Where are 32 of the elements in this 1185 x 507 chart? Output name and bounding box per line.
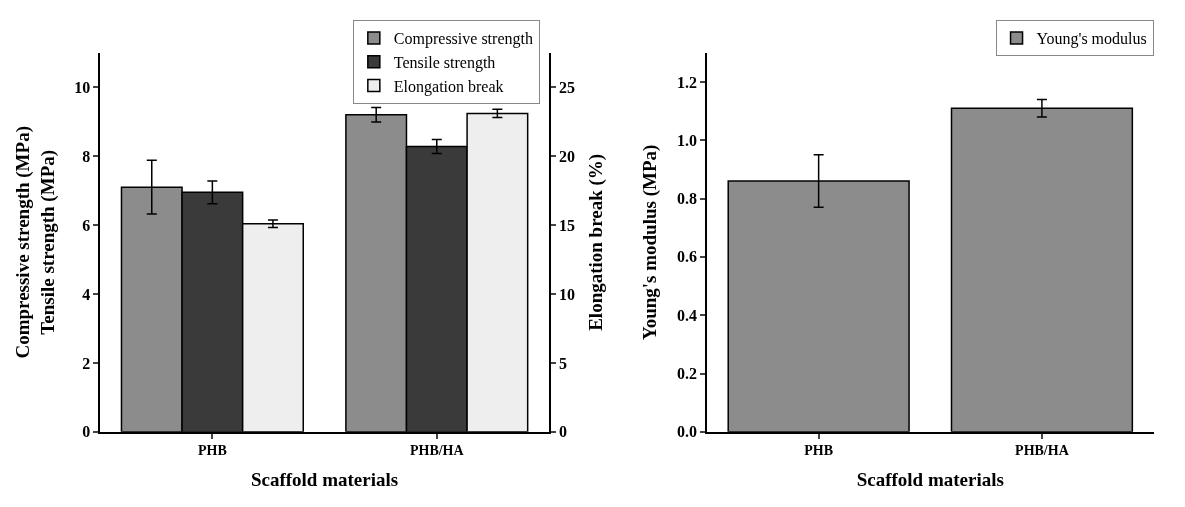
x-axis-title: Scaffold materials [250, 468, 399, 490]
y-tick-label: 0.8 [677, 190, 698, 208]
y2-tick-label: 15 [558, 216, 575, 234]
y-axis-title: Young's modulus (MPa) [639, 144, 662, 340]
x-tick-label: PHB [197, 443, 227, 459]
y-tick-label: 2 [82, 354, 91, 372]
y-tick-label: 1.2 [677, 73, 698, 91]
y-tick-label: 10 [74, 78, 91, 96]
y2-tick-label: 10 [558, 285, 575, 303]
legend-label: Elongation break [393, 77, 504, 96]
x-tick-label: PHB/HA [1015, 443, 1070, 459]
y2-tick-label: 25 [558, 78, 575, 96]
x-tick-label: PHB/HA [409, 443, 465, 459]
y-tick-label: 0.6 [677, 248, 698, 266]
y-tick-label: 8 [82, 147, 91, 165]
legend-label: Compressive strength [393, 30, 533, 49]
y2-axis-title: Elongation break (%) [585, 153, 608, 331]
legend-label: Young's modulus [1036, 30, 1147, 49]
y-tick-label: 0.0 [677, 423, 698, 441]
y-tick-label: 1.0 [677, 131, 698, 149]
y-tick-label: 0 [82, 423, 91, 441]
x-axis-title: Scaffold materials [856, 468, 1004, 490]
y-tick-label: 4 [82, 285, 91, 303]
legend-label: Tensile strength [393, 53, 496, 72]
y-tick-label: 0.2 [677, 365, 698, 383]
x-tick-label: PHB [804, 443, 834, 459]
y2-tick-label: 5 [558, 354, 567, 372]
y-tick-label: 0.4 [677, 306, 698, 324]
y2-tick-label: 0 [558, 423, 567, 441]
y2-tick-label: 20 [558, 147, 575, 165]
y-tick-label: 6 [82, 216, 91, 234]
y-axis-title: Compressive strength (MPa) Tensile strength (MPa) [11, 126, 59, 359]
